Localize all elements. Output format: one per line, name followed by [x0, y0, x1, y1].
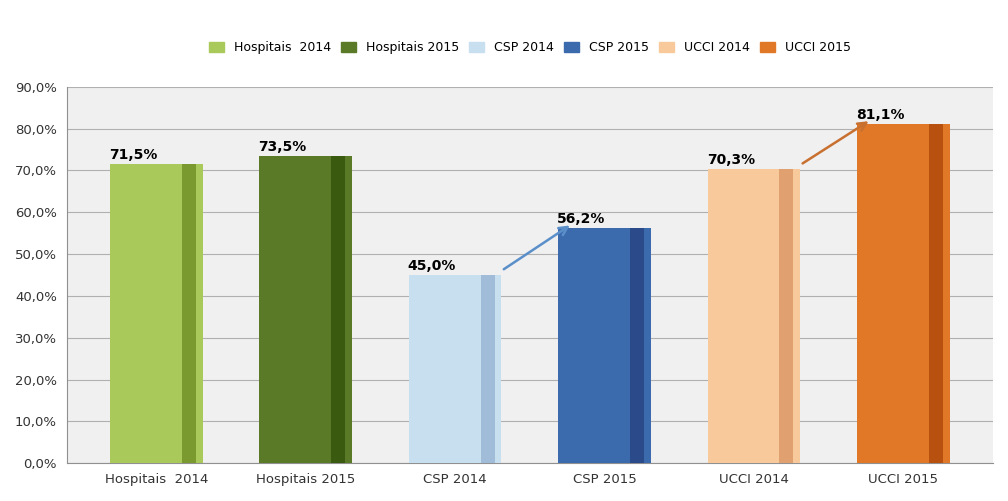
- Bar: [409, 275, 501, 463]
- Bar: [558, 228, 651, 463]
- Text: 81,1%: 81,1%: [856, 108, 904, 122]
- Text: 56,2%: 56,2%: [557, 212, 606, 226]
- Bar: [779, 169, 793, 463]
- Bar: [181, 164, 196, 463]
- Bar: [928, 124, 942, 463]
- Legend: Hospitais  2014, Hospitais 2015, CSP 2014, CSP 2015, UCCI 2014, UCCI 2015: Hospitais 2014, Hospitais 2015, CSP 2014…: [204, 37, 856, 60]
- Bar: [259, 156, 352, 463]
- Text: 70,3%: 70,3%: [707, 153, 755, 167]
- Bar: [481, 275, 495, 463]
- Bar: [708, 169, 800, 463]
- Bar: [857, 124, 950, 463]
- Bar: [332, 156, 345, 463]
- Text: 73,5%: 73,5%: [258, 140, 306, 154]
- Text: 71,5%: 71,5%: [109, 148, 157, 162]
- Bar: [630, 228, 644, 463]
- Text: 45,0%: 45,0%: [408, 259, 457, 273]
- Bar: [110, 164, 203, 463]
